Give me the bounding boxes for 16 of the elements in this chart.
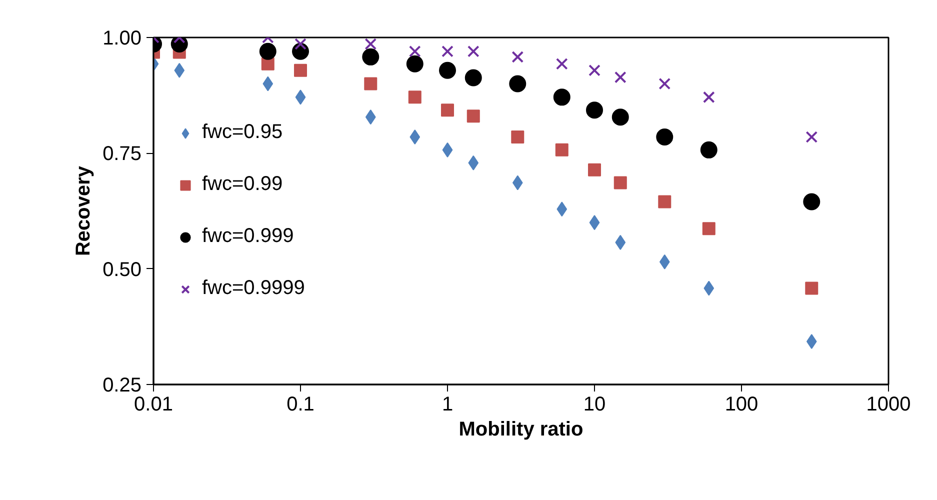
legend-label: fwc=0.99 bbox=[202, 173, 283, 196]
y-tick-label: 0.75 bbox=[102, 143, 142, 166]
y-tick-label: 0.25 bbox=[102, 374, 142, 396]
legend-label: fwc=0.9999 bbox=[202, 277, 305, 300]
x-axis-title: Mobility ratio bbox=[458, 418, 584, 440]
y-tick-label: 0.50 bbox=[102, 258, 142, 281]
x-tick-label: 10 bbox=[583, 394, 606, 416]
legend-label: fwc=0.999 bbox=[202, 225, 294, 248]
x-tick-label: 1000 bbox=[866, 394, 911, 416]
x-tick-label: 100 bbox=[724, 394, 758, 416]
y-axis-title: Recovery bbox=[72, 165, 95, 256]
x-tick-label: 1 bbox=[442, 394, 454, 416]
y-tick-label: 1.00 bbox=[102, 28, 142, 50]
x-tick-label: 0.1 bbox=[286, 394, 314, 416]
x-tick-label: 0.01 bbox=[134, 394, 173, 416]
legend-label: fwc=0.95 bbox=[202, 121, 283, 144]
